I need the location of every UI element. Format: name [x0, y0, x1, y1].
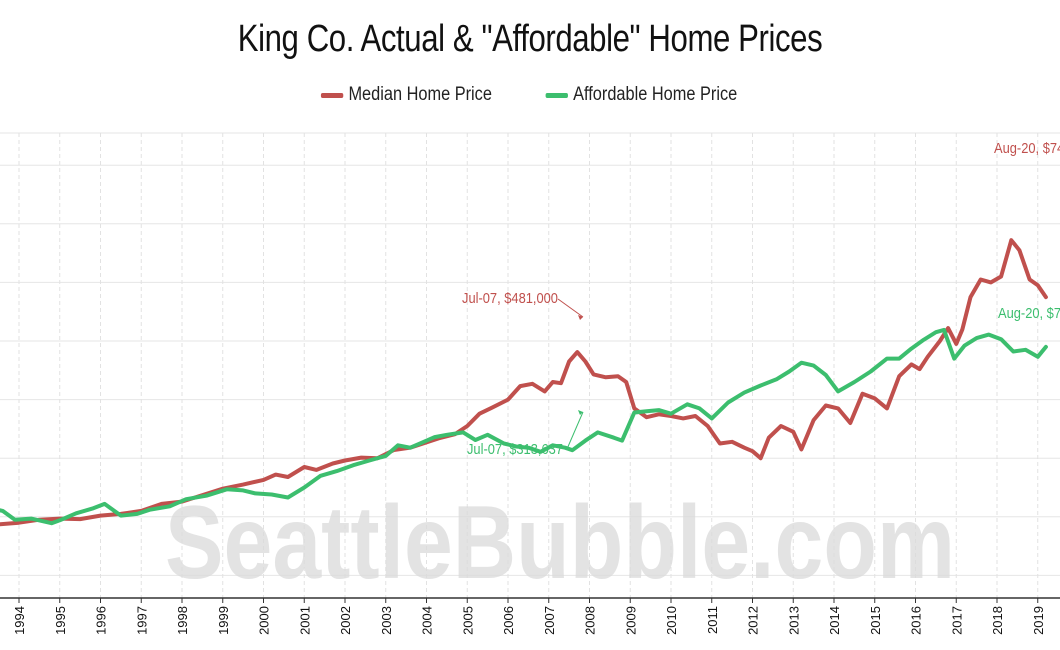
- x-tick-label: 2001: [297, 606, 312, 635]
- legend-item-affordable: Affordable Home Price: [545, 84, 738, 106]
- x-tick-label: 2018: [990, 606, 1005, 635]
- affordable-price-line: [0, 327, 1048, 526]
- x-tick-label: 2017: [949, 606, 964, 635]
- x-tick-label: 2004: [420, 606, 435, 635]
- x-tick-label: 2007: [542, 606, 557, 635]
- x-tick-label: 1995: [53, 606, 68, 635]
- annotation-label: Aug-20, $7: [998, 304, 1060, 321]
- legend-label-median: Median Home Price: [348, 84, 493, 105]
- x-tick-label: 2006: [501, 606, 516, 635]
- annotation-label: Aug-20, $74: [994, 139, 1060, 156]
- x-tick-label: 2008: [583, 606, 598, 635]
- annotation-leader: [557, 298, 584, 318]
- x-tick-label: 2019: [1031, 606, 1046, 635]
- legend-swatch-median: [321, 92, 344, 98]
- x-tick-label: 2010: [664, 606, 679, 635]
- x-tick-label: 2014: [827, 606, 842, 635]
- chart-legend: Median Home Price Affordable Home Price: [0, 84, 1060, 106]
- annotation-label: Jul-07, $313,637: [467, 440, 563, 457]
- x-tick-label: 2009: [623, 606, 638, 635]
- x-tick-label: 1996: [94, 606, 109, 635]
- x-tick-label: 2003: [379, 606, 394, 635]
- annotation-arrowhead: [578, 410, 583, 415]
- x-tick-label: 2016: [909, 606, 924, 635]
- annotation-label: Jul-07, $481,000: [462, 289, 558, 306]
- x-tick-label: 1994: [12, 606, 27, 635]
- legend-item-median: Median Home Price: [321, 84, 492, 106]
- x-tick-label: 2011: [705, 606, 720, 634]
- x-tick-label: 1997: [134, 606, 149, 635]
- x-tick-label: 2015: [868, 606, 883, 635]
- annotation-leader: [566, 411, 584, 450]
- legend-swatch-affordable: [545, 92, 568, 98]
- x-tick-label: 2000: [257, 606, 272, 635]
- annotation-arrowhead: [578, 315, 583, 320]
- median-price-line: [0, 238, 1048, 527]
- x-tick-label: 1999: [216, 606, 231, 635]
- x-tick-label: 2012: [746, 606, 761, 635]
- chart-title: King Co. Actual & "Affordable" Home Pric…: [237, 18, 823, 60]
- x-tick-label: 2013: [786, 606, 801, 635]
- x-tick-label: 2005: [460, 606, 475, 635]
- legend-label-affordable: Affordable Home Price: [573, 84, 738, 105]
- watermark-text: SeattleBubble.com: [165, 485, 955, 601]
- x-tick-label: 2002: [338, 606, 353, 635]
- x-tick-label: 1998: [175, 606, 190, 635]
